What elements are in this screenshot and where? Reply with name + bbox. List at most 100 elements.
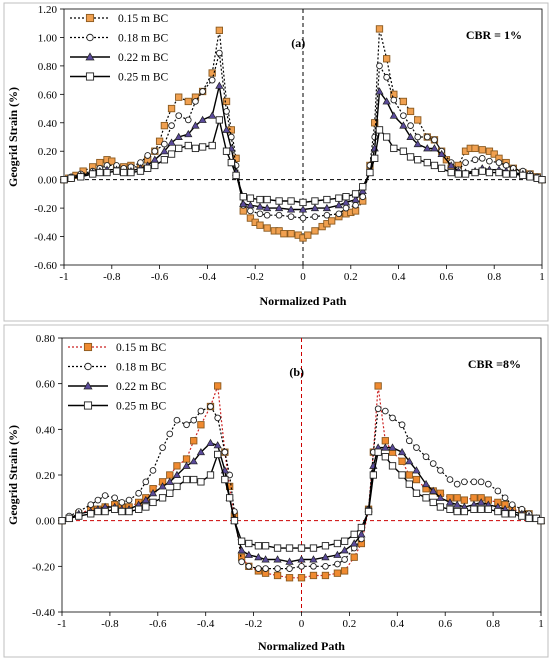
data-point (412, 466, 421, 474)
data-point (125, 496, 133, 504)
data-point (75, 512, 83, 520)
data-point (246, 214, 255, 222)
data-point (198, 143, 207, 151)
data-point (462, 159, 469, 166)
data-point (526, 173, 534, 181)
data-point (412, 475, 421, 484)
data-point (322, 203, 332, 212)
data-point (358, 186, 367, 195)
data-point (173, 462, 181, 470)
data-point (437, 164, 446, 172)
data-point (375, 25, 384, 33)
data-point (189, 457, 198, 465)
data-point (460, 496, 469, 504)
x-tick-label: 1 (539, 271, 545, 283)
x-tick-label: -0.2 (246, 271, 263, 283)
data-point (151, 161, 159, 170)
data-point (286, 205, 296, 213)
data-point (351, 195, 360, 203)
series-2 (58, 403, 545, 572)
data-point (286, 565, 293, 572)
data-point (390, 144, 398, 153)
data-point (376, 62, 383, 70)
chart-panel-2: -0.40-0.200.000.200.400.600.80-1 -0.8 -0.6… (3, 324, 549, 658)
data-point (85, 13, 95, 23)
data-point (174, 132, 183, 140)
data-point (190, 437, 198, 445)
data-point (461, 170, 470, 178)
data-point (120, 168, 128, 177)
data-point (255, 202, 265, 210)
x-tick-label: -0.6 (151, 271, 169, 283)
data-point (144, 152, 151, 159)
data-point (461, 478, 468, 486)
data-point (225, 494, 234, 502)
y-axis-title: Geogrid Strain (%) (6, 425, 20, 525)
data-point (335, 210, 343, 218)
x-tick-label: 0.8 (486, 618, 500, 630)
data-point (342, 204, 350, 212)
data-point (89, 170, 97, 178)
data-point (490, 150, 498, 158)
data-point (222, 125, 231, 133)
data-point (246, 201, 255, 209)
data-point (227, 158, 235, 167)
legend: 0.15 m BC 0.18 m BC 0.22 m BC 0.25 m BC (68, 342, 166, 413)
data-point (333, 539, 342, 548)
data-point (501, 510, 509, 518)
data-point (65, 514, 73, 523)
data-point (246, 194, 255, 202)
data-point (460, 507, 469, 516)
data-point (214, 414, 222, 422)
data-point (508, 510, 516, 518)
data-point (381, 437, 389, 445)
data-point (323, 195, 331, 204)
x-tick-label: 0.4 (390, 618, 404, 630)
x-tick-label: 0.6 (440, 271, 454, 283)
data-point (414, 156, 422, 164)
data-point (101, 492, 109, 499)
y-tick-label: -0.20 (34, 203, 57, 215)
data-point (352, 201, 359, 209)
data-point (486, 157, 493, 165)
data-point (182, 475, 191, 484)
y-tick-label: 1.00 (38, 32, 58, 44)
data-point (215, 116, 223, 124)
data-point (285, 557, 294, 565)
data-point (196, 447, 206, 456)
data-point (197, 478, 205, 486)
data-point (87, 501, 95, 509)
data-point (239, 193, 247, 201)
data-point (83, 342, 93, 352)
data-point (173, 482, 181, 491)
data-point (199, 88, 206, 95)
x-tick-label: 0.2 (343, 618, 357, 630)
data-point (430, 144, 439, 152)
data-point (142, 503, 150, 511)
x-tick-label: 1 (538, 618, 544, 630)
data-point (184, 97, 192, 106)
data-point (297, 574, 306, 582)
y-tick-label: 1.20 (38, 4, 58, 16)
data-point (484, 480, 492, 488)
data-point (412, 489, 421, 497)
data-point (254, 552, 263, 561)
data-point (405, 480, 413, 488)
y-tick-label: 0.00 (38, 175, 58, 187)
data-point (341, 556, 348, 563)
data-point (190, 475, 198, 484)
data-point (299, 214, 307, 222)
data-point (502, 170, 510, 178)
data-point (334, 560, 341, 568)
data-point (359, 193, 367, 201)
data-point (309, 555, 318, 563)
data-point (454, 170, 462, 178)
data-point (477, 505, 485, 513)
x-tick-label: -1 (59, 271, 68, 283)
data-point (285, 574, 294, 582)
data-point (299, 198, 307, 207)
data-point (501, 494, 509, 502)
panel-label: (a) (291, 36, 305, 50)
data-point (216, 49, 223, 57)
data-point (244, 550, 253, 558)
